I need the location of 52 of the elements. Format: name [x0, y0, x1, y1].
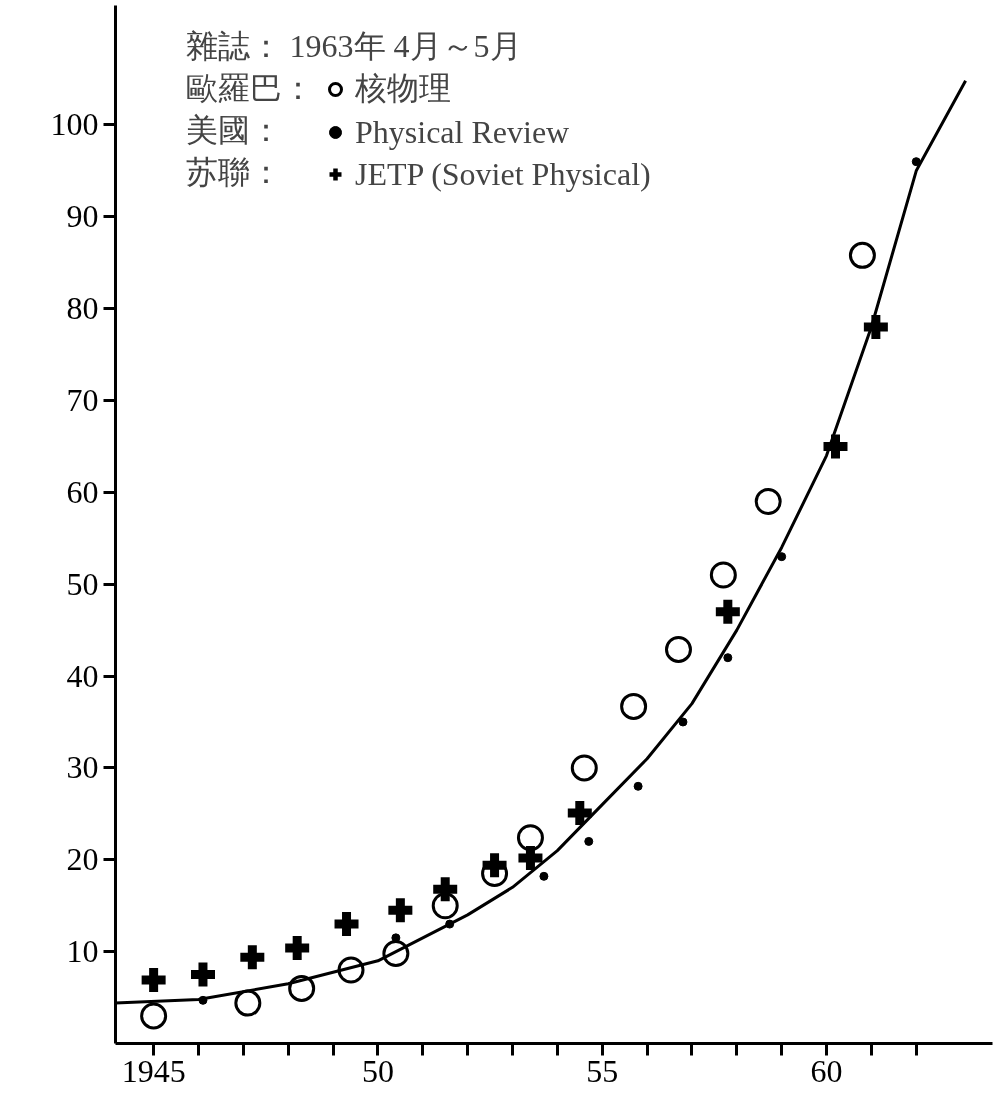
- y-tick-label: 50: [66, 565, 99, 602]
- point: [777, 552, 787, 562]
- x-tick-label: 50: [361, 1052, 394, 1089]
- x-tick-label: 1945: [121, 1052, 186, 1089]
- point: [240, 945, 265, 970]
- point: [539, 871, 549, 881]
- point: [433, 877, 458, 902]
- point: [678, 717, 688, 727]
- point: [234, 989, 262, 1017]
- x-tick-label: 60: [810, 1052, 843, 1089]
- point: [190, 962, 215, 987]
- annotation: 苏聯：: [185, 153, 282, 190]
- point: [911, 157, 921, 167]
- point: [141, 968, 166, 993]
- point: [482, 853, 507, 878]
- point: [633, 781, 643, 791]
- y-tick-label: 20: [66, 841, 99, 878]
- point: [709, 561, 737, 589]
- point: [516, 824, 544, 852]
- point: [848, 241, 876, 269]
- y-tick-label: 80: [66, 290, 99, 327]
- y-tick-label: 40: [66, 657, 99, 694]
- point: [431, 892, 459, 920]
- legend-label: Physical Review: [355, 112, 570, 152]
- x-tick-label: 55: [586, 1052, 619, 1089]
- y-tick-label: 100: [50, 106, 99, 143]
- annotation: 美國：: [185, 111, 282, 148]
- point: [664, 635, 692, 663]
- point: [620, 692, 648, 720]
- point: [337, 956, 365, 984]
- y-tick-label: 60: [66, 473, 99, 510]
- point: [518, 845, 543, 870]
- point: [334, 912, 359, 937]
- legend-title: 雜誌： 1963年 4月～5月: [185, 27, 522, 64]
- point: [140, 1002, 168, 1030]
- point: [754, 488, 782, 516]
- point: [382, 940, 410, 967]
- legend-label: JETP (Soviet Physical): [355, 154, 651, 194]
- point: [570, 754, 598, 782]
- point: [388, 898, 413, 923]
- point: [723, 653, 733, 663]
- y-tick-label: 10: [66, 933, 99, 970]
- legend-label: 核物理: [355, 69, 451, 108]
- annotation: 歐羅巴：: [185, 69, 314, 106]
- y-tick-label: 70: [66, 381, 99, 418]
- point: [288, 974, 316, 1002]
- y-tick-label: 30: [66, 749, 99, 786]
- point: [715, 599, 740, 624]
- point: [584, 836, 594, 846]
- y-tick-label: 90: [66, 198, 99, 235]
- point: [567, 800, 592, 825]
- point: [285, 935, 310, 960]
